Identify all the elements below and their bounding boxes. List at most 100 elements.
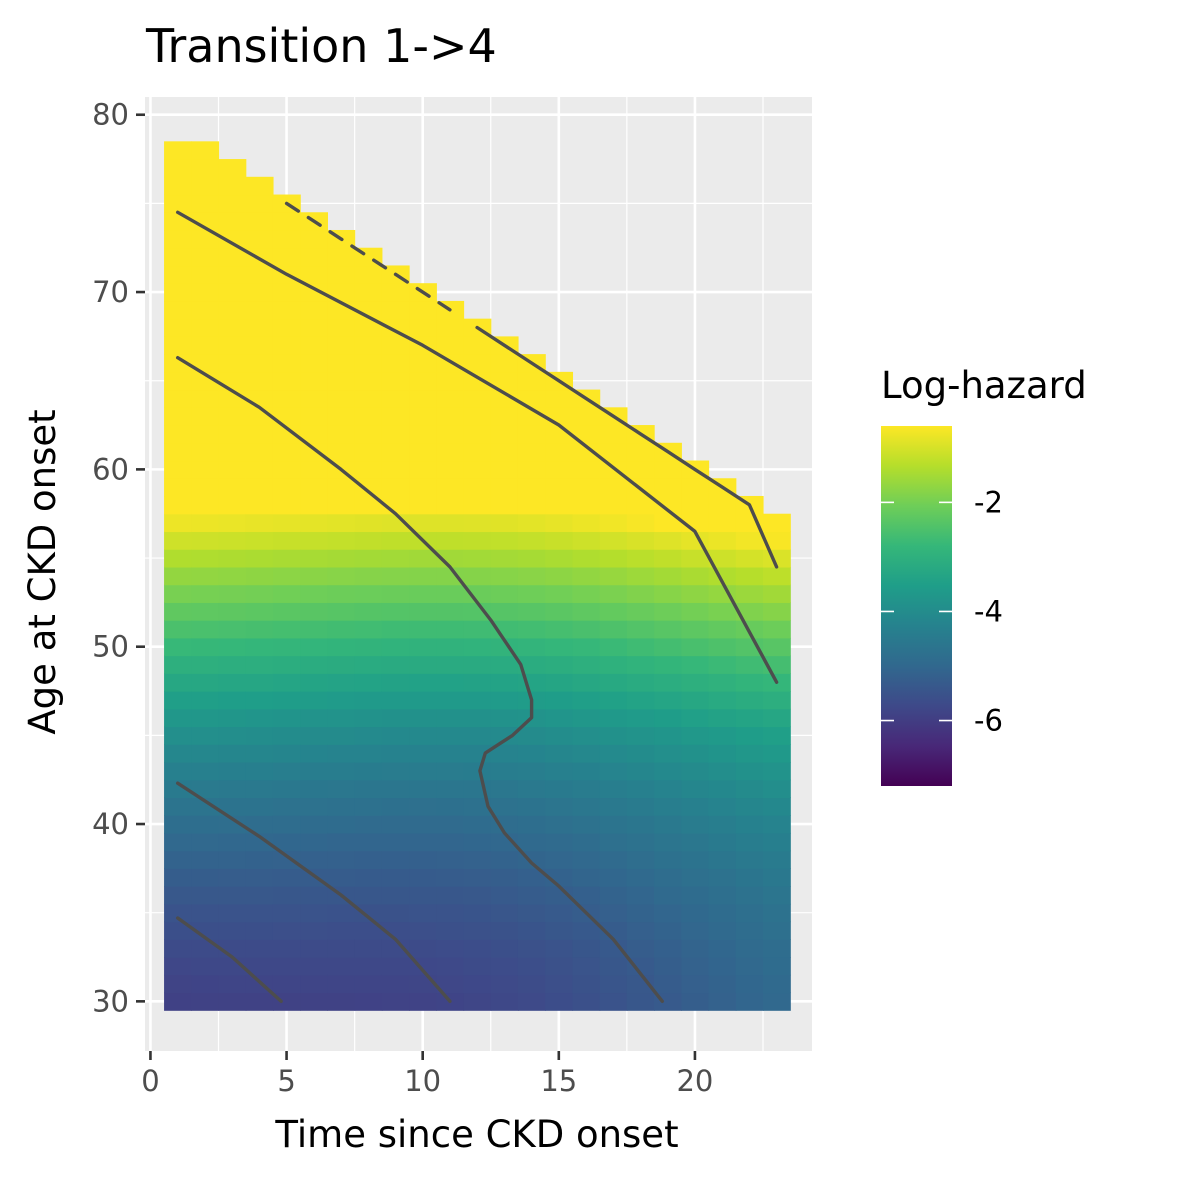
heatmap-tile xyxy=(463,336,492,355)
heatmap-tile xyxy=(681,974,710,994)
heatmap-tile xyxy=(245,903,274,923)
heatmap-tile xyxy=(218,566,247,586)
heatmap-tile xyxy=(599,584,628,603)
heatmap-tile xyxy=(409,921,437,940)
heatmap-tile xyxy=(436,389,465,408)
heatmap-tile xyxy=(218,425,247,444)
heatmap-tile xyxy=(381,602,410,621)
heatmap-tile xyxy=(463,584,492,603)
heatmap-tile xyxy=(381,425,410,444)
heatmap-tile xyxy=(354,708,383,728)
heatmap-tile xyxy=(381,566,410,586)
heatmap-tile xyxy=(327,939,356,958)
heatmap-tile xyxy=(463,974,492,994)
heatmap-tile xyxy=(517,761,546,781)
heatmap-tile xyxy=(626,655,655,674)
heatmap-tile xyxy=(545,602,574,621)
heatmap-tile xyxy=(381,478,410,497)
heatmap-tile xyxy=(409,354,437,373)
heatmap-tile xyxy=(381,815,410,834)
heatmap-tile xyxy=(272,815,301,834)
heatmap-tile xyxy=(708,708,737,728)
heatmap-tile xyxy=(245,495,274,515)
heatmap-tile xyxy=(164,460,192,479)
heatmap-tile xyxy=(735,531,764,550)
heatmap-tile xyxy=(218,549,247,568)
heatmap-tile xyxy=(463,566,492,586)
heatmap-tile xyxy=(436,584,465,603)
heatmap-tile xyxy=(735,797,764,816)
heatmap-tile xyxy=(409,673,437,692)
heatmap-tile xyxy=(300,691,328,710)
heatmap-tile xyxy=(436,761,465,781)
heatmap-tile xyxy=(327,992,356,1011)
heatmap-tile xyxy=(245,584,274,603)
heatmap-tile xyxy=(517,655,546,674)
heatmap-tile xyxy=(572,797,601,816)
heatmap-tile xyxy=(735,744,764,763)
heatmap-tile xyxy=(354,726,383,745)
heatmap-tile xyxy=(164,761,192,781)
heatmap-tile xyxy=(245,371,274,391)
heatmap-tile xyxy=(218,584,247,603)
heatmap-tile xyxy=(327,371,356,391)
heatmap-tile xyxy=(490,921,519,940)
x-tick-label: 10 xyxy=(404,1064,441,1098)
heatmap-tile xyxy=(626,903,655,923)
heatmap-tile xyxy=(245,868,274,887)
y-tick-label: 60 xyxy=(92,452,129,486)
heatmap-tile xyxy=(191,602,220,621)
heatmap-tile xyxy=(327,797,356,816)
heatmap-tile xyxy=(517,637,546,657)
heatmap-tile xyxy=(735,691,764,710)
heatmap-tile xyxy=(763,815,791,834)
heatmap-tile xyxy=(436,886,465,905)
heatmap-tile xyxy=(218,708,247,728)
heatmap-tile xyxy=(300,815,328,834)
heatmap-tile xyxy=(654,673,682,692)
heatmap-tile xyxy=(463,407,492,426)
legend-title: Log-hazard xyxy=(881,364,1087,407)
heatmap-tile xyxy=(490,389,519,408)
heatmap-tile xyxy=(654,797,682,816)
heatmap-tile xyxy=(545,691,574,710)
heatmap-tile xyxy=(490,602,519,621)
heatmap-tile xyxy=(545,886,574,905)
heatmap-tile xyxy=(381,903,410,923)
heatmap-tile xyxy=(735,726,764,745)
heatmap-tile xyxy=(436,815,465,834)
heatmap-tile xyxy=(463,478,492,497)
heatmap-tile xyxy=(354,655,383,674)
heatmap-tile xyxy=(354,903,383,923)
heatmap-tile xyxy=(436,850,465,869)
heatmap-tile xyxy=(164,478,192,497)
heatmap-tile xyxy=(708,974,737,994)
heatmap-tile xyxy=(681,478,710,497)
heatmap-tile xyxy=(436,691,465,710)
heatmap-tile xyxy=(654,460,682,479)
heatmap-tile xyxy=(272,637,301,657)
heatmap-tile xyxy=(517,549,546,568)
heatmap-tile xyxy=(599,425,628,444)
heatmap-tile xyxy=(436,957,465,976)
heatmap-tile xyxy=(327,974,356,994)
heatmap-tile xyxy=(354,832,383,852)
heatmap-tile xyxy=(517,832,546,852)
heatmap-tile xyxy=(218,655,247,674)
heatmap-tile xyxy=(164,673,192,692)
heatmap-tile xyxy=(409,691,437,710)
heatmap-tile xyxy=(626,637,655,657)
heatmap-tile xyxy=(517,903,546,923)
heatmap-tile xyxy=(654,602,682,621)
heatmap-tile xyxy=(517,442,546,462)
heatmap-tile xyxy=(463,708,492,728)
heatmap-tile xyxy=(545,620,574,639)
contour-line xyxy=(176,210,779,684)
heatmap-tile xyxy=(164,176,192,196)
heatmap-tile xyxy=(681,886,710,905)
heatmap-tile xyxy=(272,495,301,515)
heatmap-tile xyxy=(545,779,574,799)
heatmap-tile xyxy=(599,779,628,799)
heatmap-tile xyxy=(409,815,437,834)
heatmap-tile xyxy=(708,620,737,639)
